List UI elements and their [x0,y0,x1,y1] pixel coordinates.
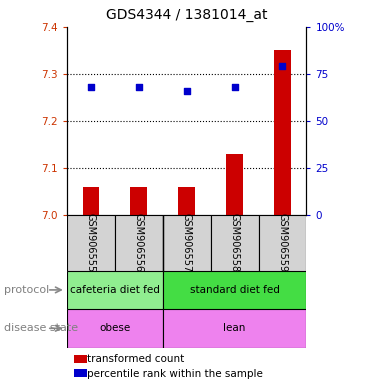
Point [184,88,190,94]
Text: GSM906557: GSM906557 [182,213,192,273]
Bar [163,215,211,271]
Bar [67,309,163,348]
Bar [163,309,306,348]
Text: GSM906559: GSM906559 [277,214,288,272]
Bar [74,355,87,362]
Text: standard diet fed: standard diet fed [190,285,280,295]
Text: protocol: protocol [4,285,49,295]
Bar [83,187,99,215]
Bar [274,50,291,215]
Bar [226,154,243,215]
Text: disease state: disease state [4,323,78,333]
Text: lean: lean [223,323,246,333]
Bar [259,215,306,271]
Text: GSM906556: GSM906556 [134,214,144,272]
Point [280,63,286,70]
Text: obese: obese [99,323,131,333]
Bar [163,271,306,309]
Text: transformed count: transformed count [87,354,184,364]
Bar [115,215,163,271]
Bar [211,215,259,271]
Bar [74,369,87,377]
Bar [131,187,147,215]
Text: percentile rank within the sample: percentile rank within the sample [87,369,262,379]
Text: cafeteria diet fed: cafeteria diet fed [70,285,160,295]
Bar [67,215,115,271]
Bar [67,271,163,309]
Text: GSM906555: GSM906555 [86,213,96,273]
Bar [178,187,195,215]
Point [232,84,238,90]
Point [136,84,142,90]
Text: GSM906558: GSM906558 [229,214,240,272]
Point [88,84,94,90]
Title: GDS4344 / 1381014_at: GDS4344 / 1381014_at [106,8,267,22]
